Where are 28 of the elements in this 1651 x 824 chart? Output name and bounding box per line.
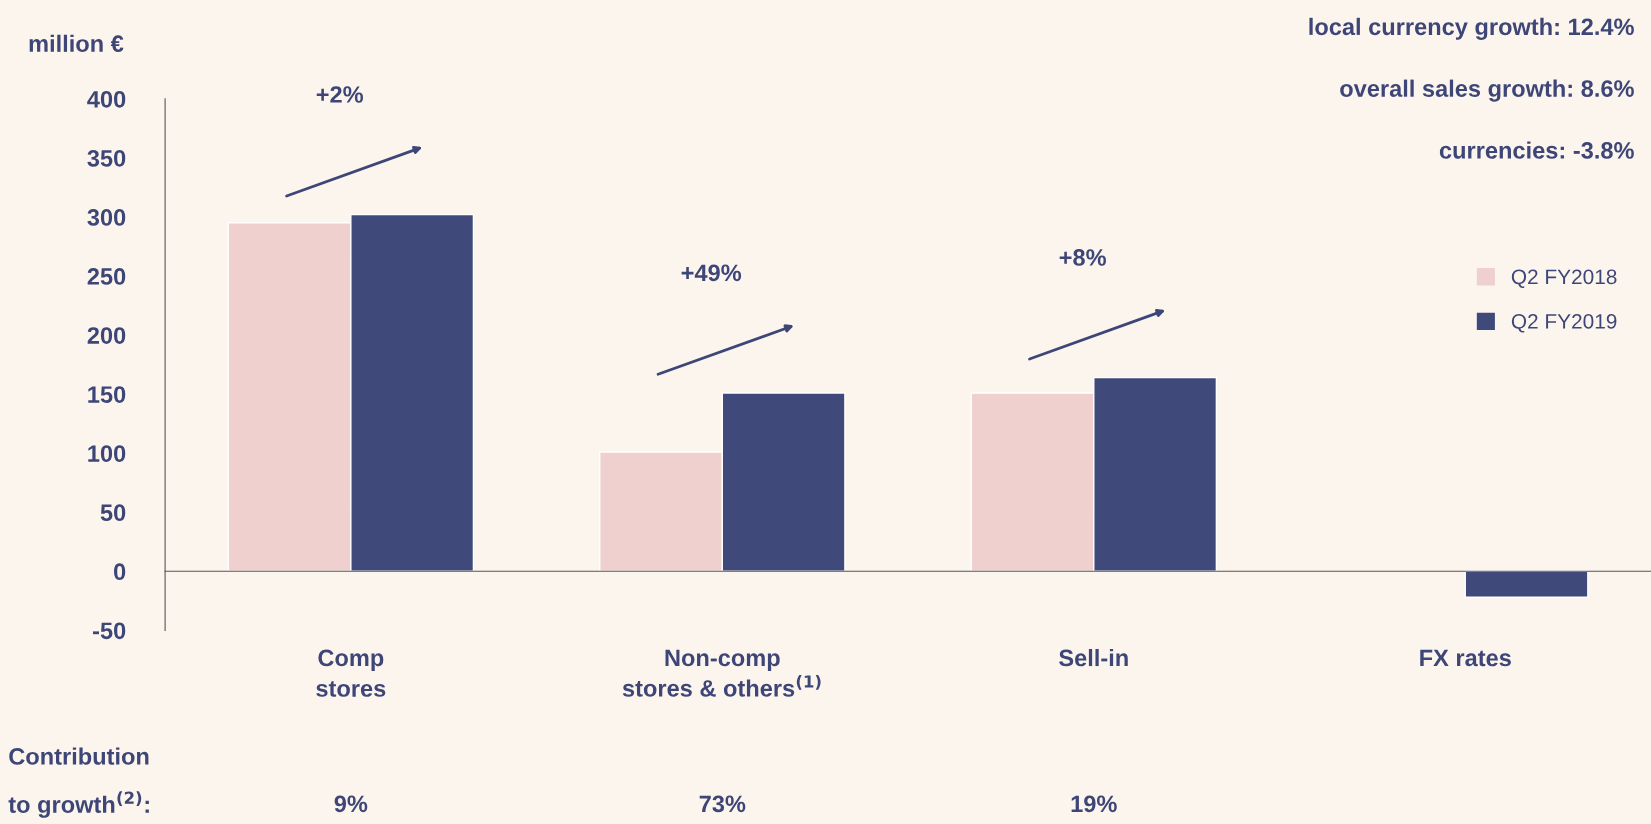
x-tick-label: Non-comp stores & others$^{(1)}$ bbox=[622, 649, 821, 697]
text: 73% bbox=[699, 795, 746, 813]
annotation: +2% bbox=[316, 86, 364, 103]
x-tick-label: FX rates bbox=[1420, 649, 1511, 667]
text: 19% bbox=[1071, 795, 1117, 813]
x-tick-label: Comp stores bbox=[316, 649, 386, 697]
text: 9% bbox=[334, 795, 368, 813]
y-tick-label: 300 bbox=[87, 209, 126, 226]
x-tick-label: Sell-in bbox=[1059, 648, 1128, 667]
y-tick-label: 350 bbox=[87, 150, 126, 167]
y-tick-label: 0 bbox=[114, 563, 126, 581]
y-tick-label: -50 bbox=[93, 622, 126, 640]
y-tick-label: 250 bbox=[87, 268, 126, 285]
y-tick-label: 200 bbox=[87, 327, 126, 344]
annotation: overall sales growth: 8.6% bbox=[1340, 79, 1634, 102]
bar bbox=[1464, 570, 1589, 598]
annotation: +8% bbox=[1059, 249, 1106, 266]
legend-label: Q2 FY2018 bbox=[1511, 269, 1617, 288]
annotation: +49% bbox=[681, 264, 742, 282]
legend-label: Q2 FY2019 bbox=[1511, 314, 1617, 333]
text: local currency growth: 12.4% bbox=[1309, 17, 1634, 40]
y-tick-label: 50 bbox=[100, 504, 126, 522]
y-tick-label: 400 bbox=[87, 90, 126, 108]
annotation: currencies: -3.8% bbox=[1439, 141, 1634, 159]
y-tick-label: 100 bbox=[88, 445, 126, 462]
text: Contribution to growth$^{(2)}$: bbox=[8, 747, 149, 818]
y-axis-title: million € bbox=[29, 34, 124, 53]
y-tick-label: 150 bbox=[88, 386, 126, 403]
